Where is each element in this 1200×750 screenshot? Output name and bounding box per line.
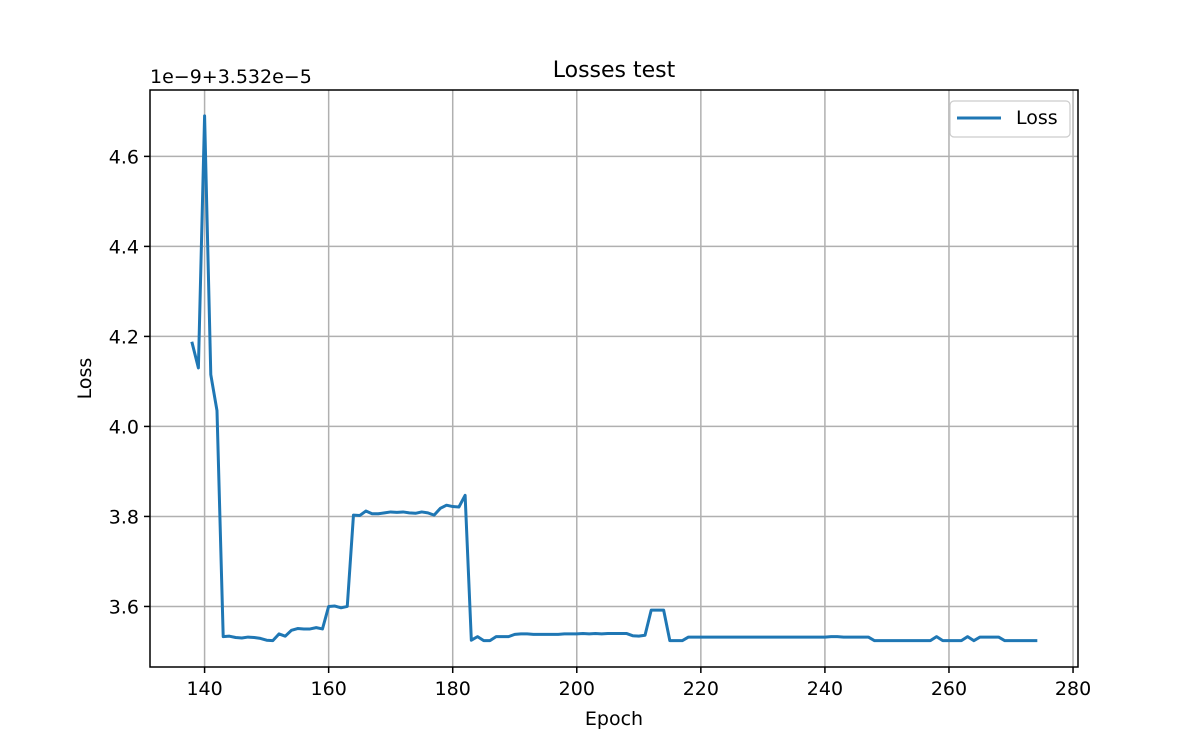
- y-tick-label: 3.6: [109, 596, 139, 618]
- x-axis-label: Epoch: [585, 708, 643, 730]
- x-tick-label: 240: [807, 678, 843, 700]
- axis-ticks: 140 160 180 200 220 240 260 280 3.6 3.8 4.0 4.2 4.4 4…: [109, 146, 1091, 700]
- x-tick-label: 260: [931, 678, 967, 700]
- y-tick-label: 4.0: [109, 416, 139, 438]
- chart-title: Losses test: [553, 58, 676, 83]
- plot-lines: [190, 114, 1038, 643]
- x-tick-label: 160: [311, 678, 347, 700]
- y-tick-label: 4.4: [109, 236, 139, 258]
- grid: [150, 90, 1078, 667]
- x-tick-label: 180: [435, 678, 471, 700]
- y-tick-label: 4.2: [109, 326, 139, 348]
- legend-box: [949, 100, 1071, 138]
- legend-label-loss: Loss: [1016, 107, 1058, 129]
- x-tick-label: 140: [186, 678, 222, 700]
- x-tick-label: 280: [1055, 678, 1091, 700]
- legend: Loss: [949, 100, 1071, 138]
- series-line-loss: [190, 114, 1038, 643]
- y-offset-label: 1e−9+3.532e−5: [150, 66, 312, 88]
- y-tick-label: 3.8: [109, 506, 139, 528]
- y-axis-label: Loss: [74, 358, 96, 400]
- x-tick-label: 220: [683, 678, 719, 700]
- x-tick-label: 200: [559, 678, 595, 700]
- y-tick-label: 4.6: [109, 146, 139, 168]
- plot-frame: [149, 89, 1079, 668]
